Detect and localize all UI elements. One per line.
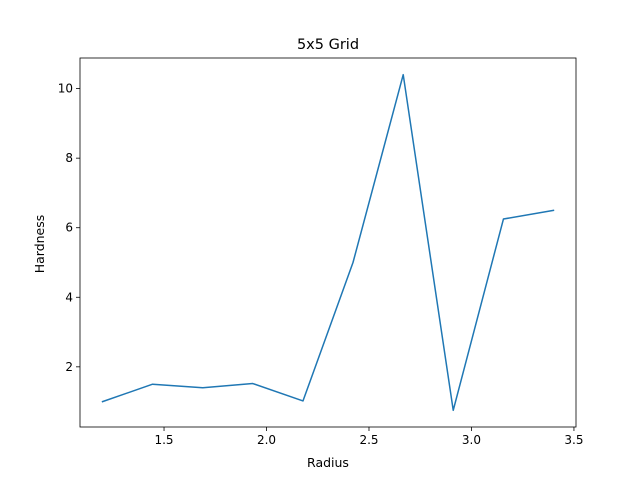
x-axis-label: Radius [307, 455, 349, 470]
y-tick-label: 8 [65, 151, 73, 165]
x-tick-label: 2.0 [257, 433, 276, 447]
plot-frame [79, 57, 577, 428]
plot-area [101, 73, 555, 412]
x-tick-label: 3.0 [462, 433, 481, 447]
y-tick-label: 6 [65, 221, 73, 235]
x-tick-label: 1.5 [154, 433, 173, 447]
chart-title: 5x5 Grid [297, 37, 359, 53]
y-axis-label: Hardness [32, 215, 47, 274]
x-tick-label: 2.5 [359, 433, 378, 447]
y-tick-label: 4 [65, 290, 73, 304]
series-line-0 [101, 73, 555, 412]
y-tick-label: 2 [65, 360, 73, 374]
axes: 1.5 2.0 2.5 3.0 3.5 2 4 6 8 10 [58, 57, 583, 447]
y-tick-label: 10 [58, 82, 73, 96]
x-tick-label: 3.5 [564, 433, 583, 447]
